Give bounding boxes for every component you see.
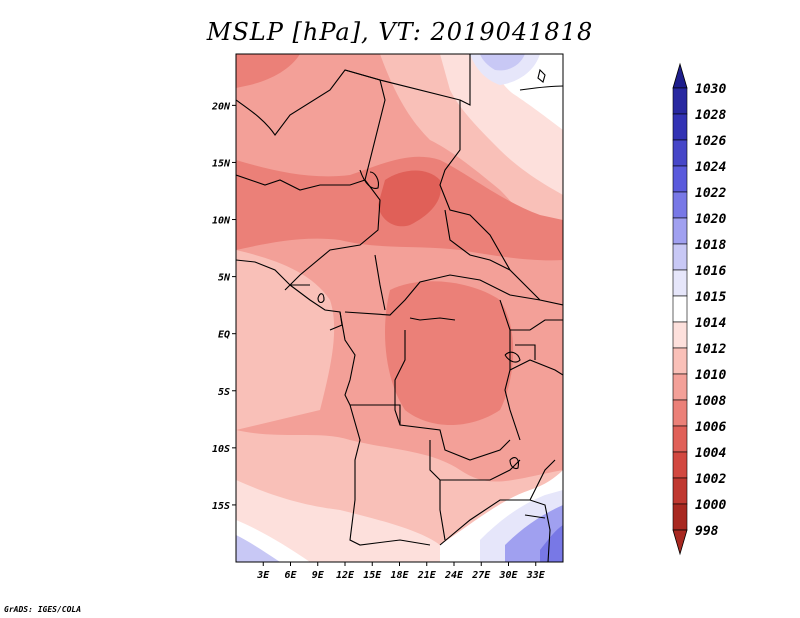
lat-tick-label: EQ [218, 330, 230, 341]
latitude-axis: 20N 15N 10N 5N EQ 5S 10S 15S [211, 101, 236, 512]
colorbar-label: 1004 [695, 446, 726, 461]
lon-tick-label: 27E [471, 570, 491, 581]
colorbar-swatch [672, 503, 688, 531]
colorbar-swatch [672, 87, 688, 115]
field-1010-west [236, 250, 335, 430]
colorbar-label: 1016 [695, 264, 726, 279]
colorbar-bottom-arrow [672, 529, 688, 556]
colorbar-swatch [672, 139, 688, 167]
colorbar-swatch [672, 451, 688, 479]
colorbar-label: 1002 [695, 472, 726, 487]
lon-tick-label: 12E [336, 570, 355, 581]
colorbar-swatch [672, 269, 688, 297]
longitude-axis: 3E 6E 9E 12E 15E 18E 21E 24E 27E 30E 33E [256, 562, 546, 581]
lon-tick-label: 18E [390, 570, 409, 581]
colorbar-label: 1006 [695, 420, 726, 435]
lat-tick-label: 5N [218, 273, 231, 284]
colorbar-swatch [672, 373, 688, 401]
colorbar-label: 1010 [695, 368, 726, 383]
colorbar-swatch [672, 295, 688, 323]
credit-text: GrADS: IGES/COLA [4, 605, 81, 614]
colorbar-swatch [672, 243, 688, 271]
colorbar-swatch [672, 477, 688, 505]
colorbar-label: 998 [695, 524, 719, 539]
field-1016-sw [236, 535, 280, 562]
colorbar-label: 1026 [695, 134, 726, 149]
country-boundaries [236, 54, 563, 562]
lon-tick-label: 3E [256, 570, 270, 581]
colorbar-label: 1014 [695, 316, 726, 331]
colorbar-swatch [672, 191, 688, 219]
colorbar-label: 1024 [695, 160, 726, 175]
lat-tick-label: 10N [212, 216, 231, 227]
colorbar-label: 1018 [695, 238, 726, 253]
lon-tick-label: 30E [498, 570, 518, 581]
field-1006-congo [385, 281, 514, 425]
colorbar-label: 1012 [695, 342, 726, 357]
colorbar-top-arrow [672, 62, 688, 89]
lat-tick-label: 20N [211, 101, 231, 112]
colorbar-label: 1022 [695, 186, 726, 201]
field-1020-se [540, 525, 563, 562]
map-title: MSLP [hPa], VT: 2019041818 [206, 18, 594, 46]
colorbar-label: 1000 [695, 498, 726, 513]
lat-tick-label: 10S [212, 444, 230, 455]
colorbar-swatch [672, 321, 688, 349]
colorbar-swatch [672, 399, 688, 427]
lat-tick-label: 15N [212, 158, 231, 169]
field-1006-nw [236, 54, 300, 88]
colorbar-swatch [672, 425, 688, 453]
lon-tick-label: 6E [284, 570, 297, 581]
colorbar-label: 1030 [695, 82, 726, 97]
colorbar-label: 1015 [695, 290, 726, 305]
lon-tick-label: 33E [526, 570, 546, 581]
lat-tick-label: 15S [212, 501, 230, 512]
field-1004-low [378, 170, 441, 227]
lon-tick-label: 15E [363, 570, 382, 581]
field-1016-ne [480, 54, 525, 71]
colorbar-label: 1020 [695, 212, 726, 227]
colorbar-swatch [672, 113, 688, 141]
mslp-field [236, 54, 563, 562]
lon-tick-label: 9E [312, 570, 325, 581]
colorbar-label: 1008 [695, 394, 726, 409]
lon-tick-label: 21E [417, 570, 437, 581]
colorbar-label: 1028 [695, 108, 726, 123]
lon-tick-label: 24E [444, 570, 464, 581]
colorbar: 1030 1028 1026 1024 1022 1020 1018 1016 1015 1014… [672, 62, 726, 556]
colorbar-swatch [672, 217, 688, 245]
colorbar-swatch [672, 347, 688, 375]
lat-tick-label: 5S [218, 387, 230, 398]
colorbar-swatch [672, 165, 688, 193]
